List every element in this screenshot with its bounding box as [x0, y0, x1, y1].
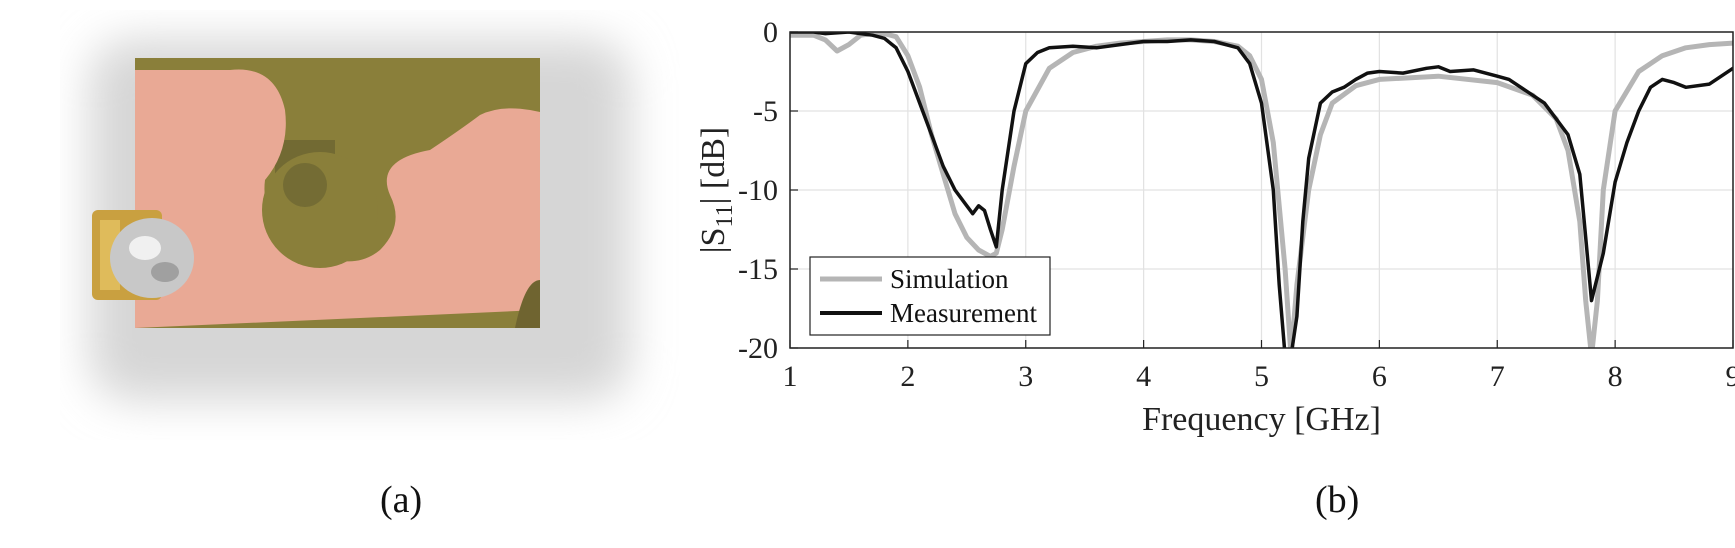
x-tick-label: 2 [900, 360, 915, 393]
legend: Simulation Measurement [809, 256, 1051, 336]
chart-svg: 1 2 3 4 5 6 7 8 9 0 -5 -10 -15 -20 Frequency [GHz] |S… [695, 16, 1735, 438]
y-axis-label-sub: 11 [712, 204, 738, 227]
legend-label-measurement: Measurement [890, 298, 1037, 328]
y-tick-label: -10 [738, 174, 778, 207]
slot-shadow [283, 163, 327, 207]
antenna-photo-svg [90, 40, 630, 400]
x-tick-label: 1 [783, 360, 798, 393]
caption-b: (b) [1315, 479, 1360, 521]
y-tick-label: -15 [738, 253, 778, 286]
x-tick-label: 8 [1608, 360, 1623, 393]
y-axis-label-suffix: | [dB] [700, 127, 732, 205]
y-tick-label: 0 [763, 16, 778, 49]
x-tick-label: 4 [1136, 360, 1151, 393]
x-tick-label: 3 [1018, 360, 1033, 393]
x-tick-label: 6 [1372, 360, 1387, 393]
solder-highlight [129, 236, 161, 260]
y-tick-label: -20 [738, 332, 778, 365]
solder-shade [151, 262, 179, 282]
legend-label-simulation: Simulation [890, 264, 1009, 294]
s11-chart: 1 2 3 4 5 6 7 8 9 0 -5 -10 -15 -20 Frequency [GHz] |S… [695, 0, 1735, 490]
copper-patch [135, 69, 540, 328]
x-axis-label: Frequency [GHz] [1142, 401, 1381, 438]
corner-cut [515, 280, 540, 328]
x-tick-label: 7 [1490, 360, 1505, 393]
x-tick-label: 9 [1726, 360, 1735, 393]
tick-layer: 1 2 3 4 5 6 7 8 9 0 -5 -10 -15 -20 [738, 16, 1735, 393]
antenna-photo [60, 10, 680, 440]
series-line-measurement [790, 32, 1733, 348]
x-tick-label: 5 [1254, 360, 1269, 393]
series-layer [790, 32, 1733, 348]
legend-box [809, 256, 1051, 336]
y-axis-label-prefix: |S [700, 228, 732, 254]
y-tick-label: -5 [753, 95, 778, 128]
caption-a: (a) [380, 479, 423, 521]
y-axis-label: |S11| [dB] [700, 127, 738, 253]
